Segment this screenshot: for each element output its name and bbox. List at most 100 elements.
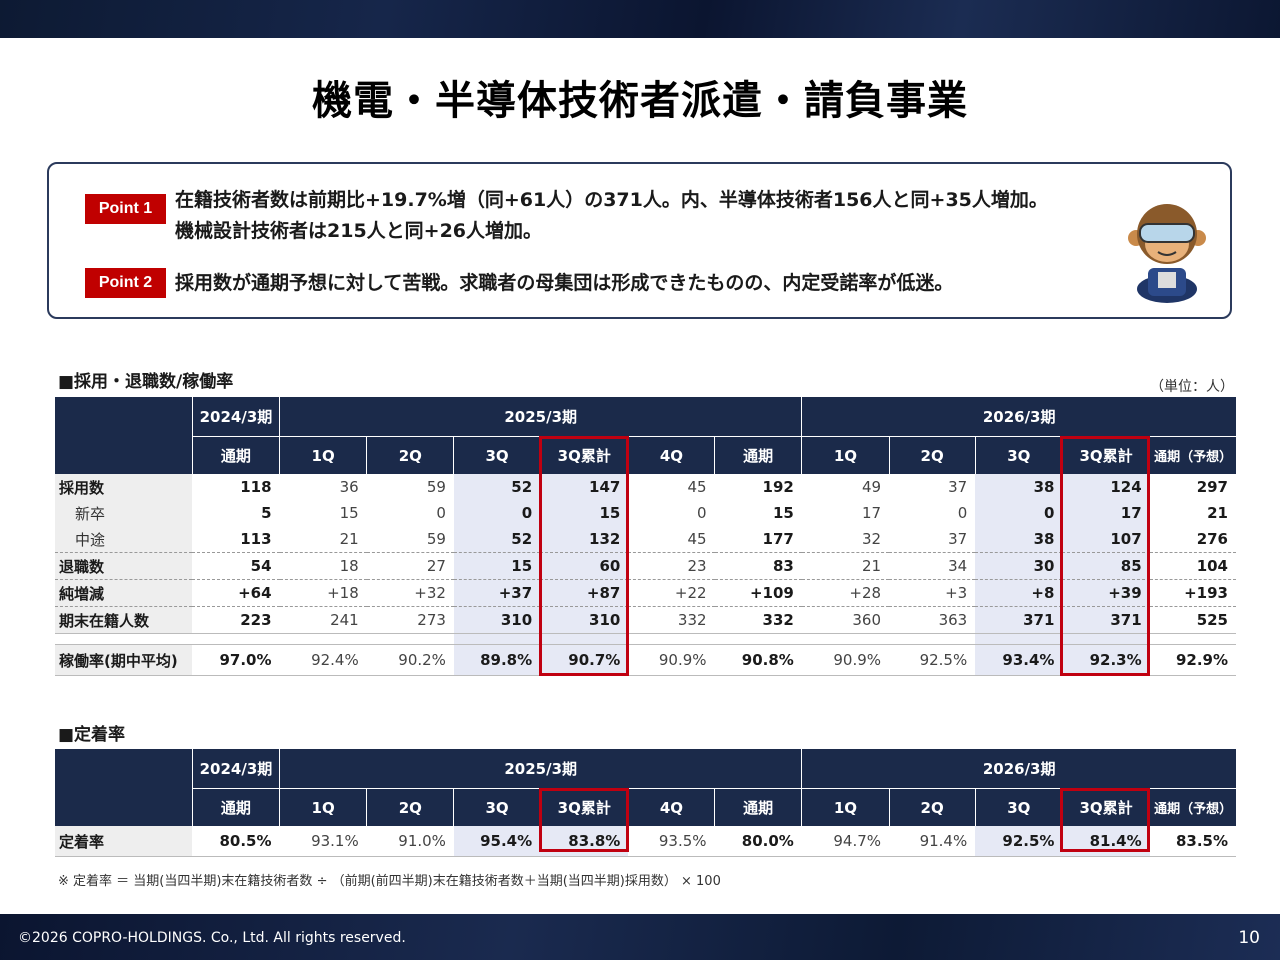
table1-col-header: 3Q bbox=[974, 436, 1063, 474]
table2-col-header: 通期 bbox=[191, 788, 280, 826]
table-cell: 273 bbox=[366, 606, 454, 634]
table2-title: ■定着率 bbox=[58, 725, 126, 745]
top-banner bbox=[0, 0, 1280, 38]
table-cell: 21 bbox=[801, 552, 890, 580]
table-cell: +28 bbox=[801, 579, 890, 607]
table-row: 定着率 80.5% 93.1% 91.0% 95.4% 83.8% 93.5% 80.0% 94… bbox=[55, 826, 1236, 857]
unit-label: （単位：人） bbox=[1150, 379, 1234, 395]
table2-col-header: 通期 bbox=[714, 788, 802, 826]
table-cell: 5 bbox=[261, 504, 272, 522]
table2-col-header: 4Q bbox=[627, 788, 715, 826]
table-cell: 23 bbox=[628, 552, 715, 580]
table-cell: +18 bbox=[279, 579, 367, 607]
table1-col-header: 4Q bbox=[627, 436, 715, 474]
table-cell: 124 bbox=[1062, 474, 1150, 500]
bottom-banner bbox=[0, 914, 1280, 960]
table2-col-header: 1Q bbox=[801, 788, 890, 826]
table-cell: 177 bbox=[714, 526, 802, 553]
table-cell: 113 bbox=[192, 526, 280, 553]
table2-col-header: 2Q bbox=[366, 788, 454, 826]
table2-year-2024: 2024/3期 bbox=[191, 749, 280, 789]
table-cell: 21 bbox=[1207, 504, 1228, 522]
table-row: 期末在籍人数 223 241 273 310 310 332 332 360 363 371 371 5… bbox=[55, 606, 1236, 634]
table-cell: 95.4% bbox=[453, 826, 541, 857]
table-cell: +64 bbox=[192, 579, 280, 607]
row-label: 期末在籍人数 bbox=[55, 606, 193, 634]
table-cell: 91.0% bbox=[366, 826, 454, 857]
table-cell: 107 bbox=[1062, 526, 1150, 553]
retention-table: 2024/3期 2025/3期 2026/3期 通期 1Q 2Q 3Q 3Q累計 4Q 通期… bbox=[55, 749, 1236, 857]
table-cell: 45 bbox=[687, 478, 707, 496]
table1-year-2025: 2025/3期 bbox=[279, 397, 802, 437]
point1-badge: Point 1 bbox=[85, 194, 166, 224]
table-cell: 15 bbox=[772, 504, 794, 522]
table-cell: 132 bbox=[540, 526, 629, 553]
table-cell: 147 bbox=[540, 474, 629, 500]
table-cell: 59 bbox=[426, 478, 446, 496]
table-cell: +109 bbox=[714, 579, 802, 607]
table-cell: 0 bbox=[453, 500, 541, 526]
table-cell: 90.9% bbox=[628, 644, 715, 676]
row-label: 稼働率(期中平均) bbox=[55, 644, 193, 676]
table-cell: 85 bbox=[1062, 552, 1150, 580]
table-cell: 118 bbox=[240, 478, 272, 496]
table2-col-header: 3Q bbox=[453, 788, 541, 826]
table-cell: 92.5% bbox=[975, 826, 1063, 857]
table-cell: 59 bbox=[366, 526, 454, 553]
table-cell: 104 bbox=[1149, 552, 1236, 580]
table-cell: 38 bbox=[975, 526, 1063, 553]
table-row: 退職数 54 18 27 15 60 23 83 21 34 30 85 104 bbox=[55, 552, 1236, 580]
highlight-frame-2025-3q-cumulative bbox=[539, 436, 629, 676]
table-cell: 38 bbox=[975, 474, 1063, 500]
table-cell: 32 bbox=[801, 526, 890, 553]
table1-col-header: 通期（予想） bbox=[1149, 436, 1236, 474]
table1-col-header: 3Q bbox=[453, 436, 541, 474]
table-cell: 45 bbox=[628, 526, 715, 553]
highlight-frame-2026-3q-cumulative bbox=[1060, 436, 1150, 676]
table-cell: 18 bbox=[279, 552, 367, 580]
row-label: 定着率 bbox=[55, 826, 193, 857]
table1-col-header: 1Q bbox=[801, 436, 890, 474]
table-cell: +87 bbox=[540, 579, 629, 607]
row-label: 退職数 bbox=[55, 552, 193, 580]
table-cell: 0 bbox=[957, 504, 968, 522]
table-cell: 52 bbox=[453, 474, 541, 500]
table-cell: 27 bbox=[366, 552, 454, 580]
point1-text: 在籍技術者数は前期比+19.7%増（同+61人）の371人。内、半導体技術者15… bbox=[175, 185, 1048, 247]
table2-col-header: 1Q bbox=[279, 788, 367, 826]
table2-col-header: 通期（予想） bbox=[1149, 788, 1236, 826]
table-cell: 21 bbox=[279, 526, 367, 553]
table-cell: 17 bbox=[861, 504, 882, 522]
table1-corner bbox=[55, 397, 193, 474]
table-cell: 83.5% bbox=[1149, 826, 1236, 857]
table1-col-header: 1Q bbox=[279, 436, 367, 474]
row-label: 採用数 bbox=[55, 474, 193, 500]
table-cell: 54 bbox=[192, 552, 280, 580]
table2-year-2026: 2026/3期 bbox=[801, 749, 1236, 789]
table1-col-header: 2Q bbox=[888, 436, 976, 474]
table-cell: +193 bbox=[1149, 579, 1236, 607]
point2-text: 採用数が通期予想に対して苦戦。求職者の母集団は形成できたものの、内定受諾率が低迷… bbox=[175, 272, 954, 294]
table-cell: 15 bbox=[453, 552, 541, 580]
table-cell: 93.4% bbox=[975, 644, 1063, 676]
table-cell: 91.4% bbox=[889, 826, 976, 857]
table-cell: 360 bbox=[801, 606, 890, 634]
row-label: 純増減 bbox=[55, 579, 193, 607]
table-row: 中途 113 21 59 52 132 45 177 32 37 38 107 276 bbox=[55, 526, 1236, 553]
row-label: 中途 bbox=[55, 526, 193, 553]
table-cell: 60 bbox=[540, 552, 629, 580]
table-cell: 0 bbox=[436, 504, 446, 522]
table-cell: 83 bbox=[714, 552, 802, 580]
table-cell: 93.5% bbox=[628, 826, 715, 857]
table-cell: 332 bbox=[714, 606, 802, 634]
table-cell: 0 bbox=[975, 500, 1063, 526]
table-cell: 92.4% bbox=[279, 644, 367, 676]
table-cell: +22 bbox=[628, 579, 715, 607]
table-cell: 94.7% bbox=[801, 826, 890, 857]
table-spacer-row bbox=[55, 633, 1236, 645]
table-cell: 371 bbox=[975, 606, 1063, 634]
table-cell: 92.9% bbox=[1149, 644, 1236, 676]
recruit-table: 2024/3期 2025/3期 2026/3期 通期 1Q 2Q 3Q 3Q累計 4Q 通期… bbox=[55, 397, 1236, 676]
table-cell: 89.8% bbox=[453, 644, 541, 676]
table-cell: +39 bbox=[1062, 579, 1150, 607]
